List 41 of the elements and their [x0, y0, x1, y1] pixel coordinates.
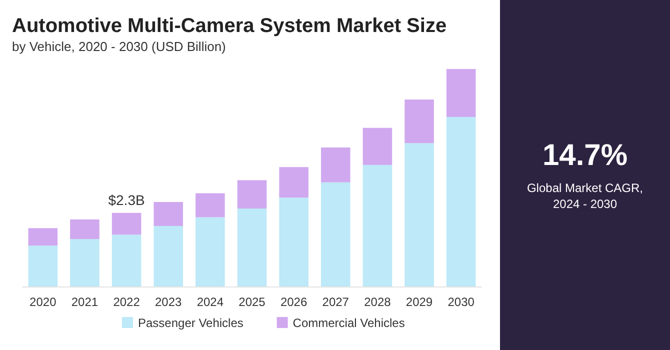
x-tick-label: 2024	[196, 295, 224, 309]
x-tick-label: 2021	[71, 295, 98, 309]
bar	[279, 198, 308, 287]
bar	[321, 147, 350, 182]
x-tick-label: 2025	[238, 295, 266, 309]
text: Global Market CAGR,	[526, 181, 644, 195]
legend-label: Passenger Vehicles	[138, 316, 244, 330]
bar	[112, 234, 142, 287]
bar	[237, 180, 267, 209]
x-tick-label: 2022	[113, 295, 140, 309]
bar	[70, 219, 100, 240]
bar	[404, 100, 434, 144]
chart-title: Automotive Multi-Camera System Market Size	[12, 15, 447, 37]
x-tick-label: 2023	[155, 295, 182, 309]
bar	[70, 239, 100, 287]
bar	[321, 182, 350, 287]
legend-label: Commercial Vehicles	[292, 316, 405, 330]
bar	[404, 143, 434, 287]
bar	[28, 228, 58, 246]
chart-subtitle: by Vehicle, 2020 - 2030 (USD Billion)	[12, 39, 226, 54]
bar	[154, 226, 183, 287]
bar	[196, 217, 225, 287]
x-tick-label: 2020	[30, 295, 57, 309]
x-tick-label: 2029	[406, 295, 433, 309]
text: 2024 - 2030	[552, 197, 618, 211]
bar	[446, 69, 476, 117]
bar	[362, 128, 392, 165]
bar	[237, 208, 267, 287]
bar	[446, 116, 476, 287]
bar	[112, 212, 142, 235]
x-tick-label: 2026	[280, 295, 308, 309]
text: 14.7%	[542, 139, 628, 172]
bar	[362, 164, 392, 287]
bar	[154, 202, 183, 226]
annotation: $2.3B	[108, 192, 145, 208]
bar	[196, 193, 225, 218]
x-tick-label: 2030	[448, 295, 475, 309]
x-tick-label: 2027	[322, 295, 350, 309]
bar	[28, 246, 58, 287]
x-tick-label: 2028	[364, 295, 392, 309]
bar	[279, 167, 308, 198]
